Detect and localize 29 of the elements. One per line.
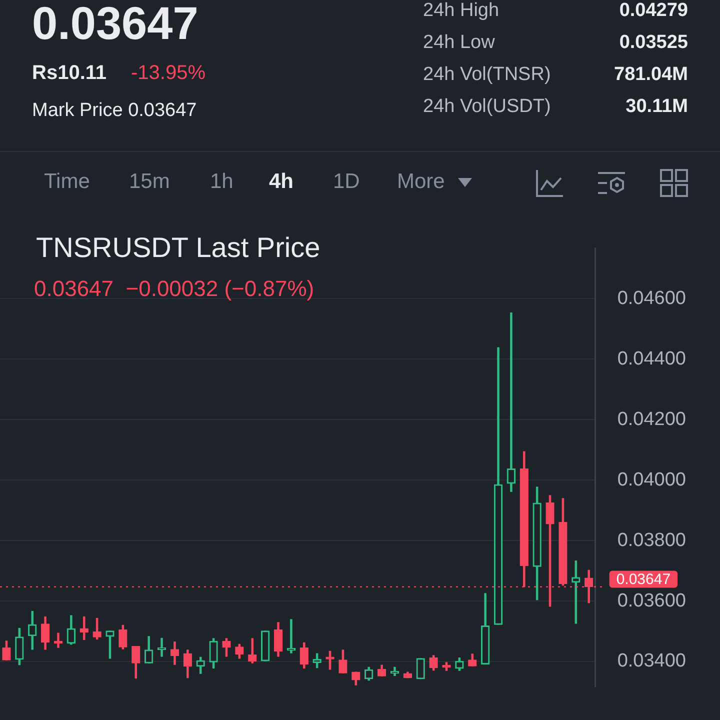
text: 24h Vol(TNSR) <box>423 64 551 86</box>
chart-title: TNSRUSDT Last Price <box>36 232 320 263</box>
text: 24h High <box>423 0 500 22</box>
text: Time <box>44 170 90 194</box>
ref-line-label: 0.03647 <box>616 570 671 588</box>
text: 24h Vol(USDT) <box>423 96 551 118</box>
y-tick-label: 0.03400 <box>617 650 686 672</box>
text: 4h <box>269 170 294 194</box>
text: Mark Price 0.03647 <box>32 100 197 122</box>
text: 0.03647 −0.00032 (−0.87%) <box>34 276 314 301</box>
y-tick-label: 0.04600 <box>617 288 686 309</box>
text: 0.03525 <box>619 32 688 54</box>
y-tick-label: 0.04000 <box>617 469 686 490</box>
text: 1D <box>333 170 360 194</box>
text: 1h <box>210 170 234 194</box>
y-tick-label: 0.03600 <box>617 590 686 612</box>
text: Rs10.11 <box>32 62 107 85</box>
text: 781.04M <box>614 64 688 86</box>
text: 24h Low <box>423 32 495 54</box>
text: 0.04279 <box>619 0 688 22</box>
y-tick-label: 0.04200 <box>617 408 686 430</box>
text: 0.03647 <box>32 0 198 50</box>
candlestick <box>506 312 516 492</box>
text: 15m <box>129 170 170 194</box>
y-tick-label: 0.04400 <box>617 348 686 370</box>
text: More <box>397 170 445 194</box>
text: 30.11M <box>626 96 688 118</box>
text: -13.95% <box>131 62 206 85</box>
y-tick-label: 0.03800 <box>617 530 686 551</box>
